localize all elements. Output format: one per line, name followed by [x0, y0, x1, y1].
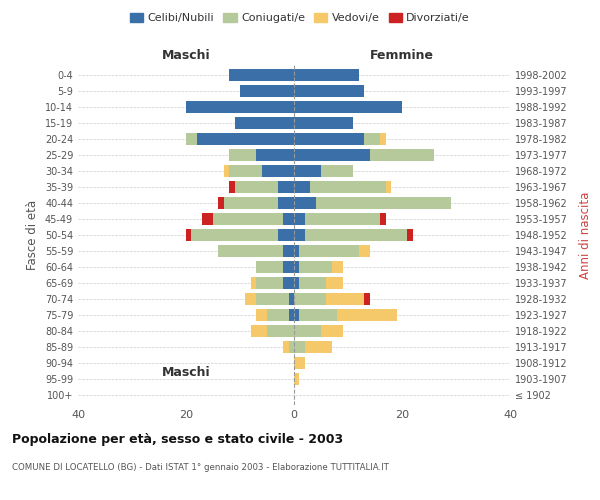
Bar	[256, 293, 289, 305]
Bar	[299, 309, 337, 321]
Bar	[294, 229, 305, 241]
Bar	[256, 149, 294, 161]
Bar	[294, 181, 310, 193]
Bar	[224, 165, 229, 177]
Bar	[310, 181, 386, 193]
Bar	[294, 374, 299, 386]
Text: Maschi: Maschi	[161, 366, 211, 379]
Bar	[321, 165, 353, 177]
Bar	[294, 133, 364, 145]
Bar	[186, 229, 191, 241]
Bar	[294, 213, 305, 225]
Bar	[251, 325, 267, 337]
Bar	[294, 277, 299, 289]
Bar	[229, 181, 235, 193]
Bar	[240, 84, 294, 96]
Bar	[283, 341, 289, 353]
Y-axis label: Anni di nascita: Anni di nascita	[579, 192, 592, 278]
Bar	[267, 309, 289, 321]
Bar	[332, 261, 343, 273]
Bar	[305, 213, 380, 225]
Bar	[213, 213, 283, 225]
Bar	[294, 358, 305, 370]
Bar	[299, 245, 359, 257]
Bar	[245, 293, 256, 305]
Bar	[326, 293, 364, 305]
Bar	[186, 133, 197, 145]
Bar	[289, 309, 294, 321]
Bar	[229, 149, 256, 161]
Bar	[326, 277, 343, 289]
Bar	[256, 309, 267, 321]
Bar	[218, 245, 283, 257]
Bar	[235, 181, 278, 193]
Legend: Celibi/Nubili, Coniugati/e, Vedovi/e, Divorziati/e: Celibi/Nubili, Coniugati/e, Vedovi/e, Di…	[125, 8, 475, 28]
Bar	[305, 229, 407, 241]
Bar	[380, 133, 386, 145]
Bar	[283, 277, 294, 289]
Bar	[229, 68, 294, 80]
Text: Maschi: Maschi	[161, 49, 211, 62]
Bar	[299, 261, 332, 273]
Text: Femmine: Femmine	[370, 49, 434, 62]
Bar	[294, 309, 299, 321]
Bar	[370, 149, 434, 161]
Bar	[289, 341, 294, 353]
Bar	[294, 293, 326, 305]
Bar	[283, 213, 294, 225]
Bar	[294, 84, 364, 96]
Bar	[359, 245, 370, 257]
Bar	[256, 261, 283, 273]
Bar	[278, 197, 294, 209]
Bar	[294, 197, 316, 209]
Bar	[294, 341, 305, 353]
Bar	[224, 197, 278, 209]
Bar	[321, 325, 343, 337]
Bar	[278, 229, 294, 241]
Bar	[191, 229, 278, 241]
Bar	[294, 68, 359, 80]
Bar	[294, 325, 321, 337]
Bar	[380, 213, 386, 225]
Bar	[283, 261, 294, 273]
Bar	[235, 116, 294, 128]
Bar	[267, 325, 294, 337]
Bar	[229, 165, 262, 177]
Bar	[202, 213, 213, 225]
Bar	[251, 277, 256, 289]
Bar	[305, 341, 332, 353]
Bar	[337, 309, 397, 321]
Bar	[218, 197, 224, 209]
Bar	[294, 165, 321, 177]
Bar	[256, 277, 283, 289]
Bar	[294, 116, 353, 128]
Bar	[278, 181, 294, 193]
Text: Popolazione per età, sesso e stato civile - 2003: Popolazione per età, sesso e stato civil…	[12, 432, 343, 446]
Bar	[186, 100, 294, 112]
Bar	[386, 181, 391, 193]
Bar	[294, 261, 299, 273]
Text: COMUNE DI LOCATELLO (BG) - Dati ISTAT 1° gennaio 2003 - Elaborazione TUTTITALIA.: COMUNE DI LOCATELLO (BG) - Dati ISTAT 1°…	[12, 462, 389, 471]
Bar	[407, 229, 413, 241]
Bar	[294, 100, 402, 112]
Y-axis label: Fasce di età: Fasce di età	[26, 200, 39, 270]
Bar	[316, 197, 451, 209]
Bar	[283, 245, 294, 257]
Bar	[299, 277, 326, 289]
Bar	[294, 245, 299, 257]
Bar	[197, 133, 294, 145]
Bar	[364, 133, 380, 145]
Bar	[289, 293, 294, 305]
Bar	[364, 293, 370, 305]
Bar	[262, 165, 294, 177]
Bar	[294, 149, 370, 161]
